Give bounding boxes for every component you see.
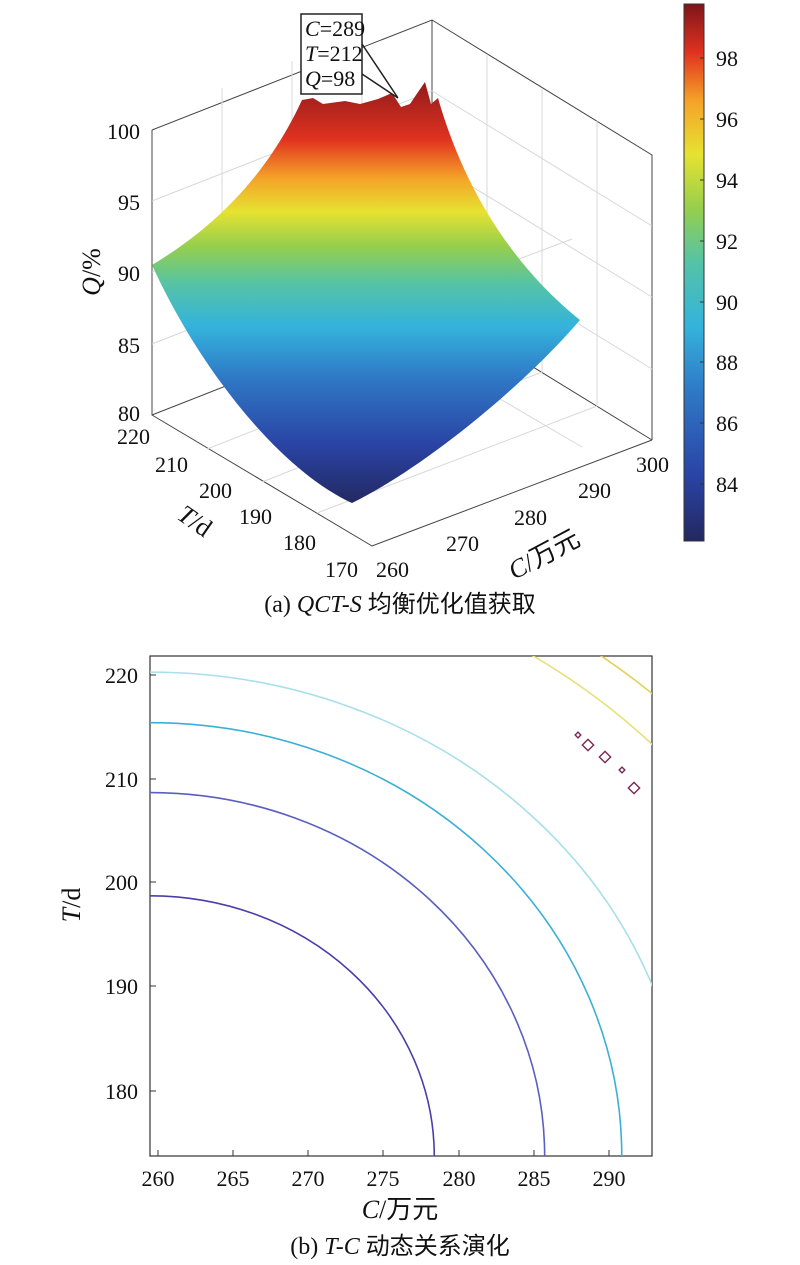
x-tick: 260 (142, 1166, 175, 1191)
contour-level-5 (531, 656, 652, 746)
contour-x-label: C/万元 (362, 1195, 439, 1224)
c-tick: 300 (636, 452, 669, 477)
contour-y-ticks: 220 210 200 190 180 (105, 663, 138, 1104)
y-tick: 180 (105, 1079, 138, 1104)
x-tick: 275 (367, 1166, 400, 1191)
x-tick: 290 (593, 1166, 626, 1191)
z-tick: 95 (118, 190, 140, 215)
t-axis-label: T/d (172, 499, 217, 543)
c-axis-label: C/万元 (503, 524, 584, 586)
x-tick: 270 (292, 1166, 325, 1191)
contour-plot-frame (149, 655, 653, 1157)
z-tick: 90 (118, 261, 140, 286)
q-surface (152, 82, 580, 503)
colorbar-tick: 96 (716, 107, 738, 132)
z-tick: 100 (107, 119, 140, 144)
contour-level-3 (150, 721, 623, 1156)
colorbar-tick: 92 (716, 229, 738, 254)
contour-level-2 (150, 791, 546, 1156)
c-axis-ticks: 260 270 280 290 300 (376, 452, 669, 582)
caption-a: (a) QCT-S 均衡优化值获取 (264, 591, 536, 618)
y-tick: 210 (105, 767, 138, 792)
y-tick: 190 (105, 974, 138, 999)
c-tick: 260 (376, 557, 409, 582)
colorbar-tick: 98 (716, 46, 738, 71)
optimum-contour-island (581, 738, 595, 752)
c-tick: 270 (446, 531, 479, 556)
y-tick: 200 (105, 870, 138, 895)
y-tick: 220 (105, 663, 138, 688)
z-tick: 80 (118, 401, 140, 426)
contour-level-1 (150, 894, 436, 1156)
t-tick: 220 (117, 424, 150, 449)
optimum-pointer (361, 43, 399, 99)
optimum-contour-island (598, 750, 612, 764)
x-tick: 280 (443, 1166, 476, 1191)
contour-level-8 (150, 462, 800, 1156)
t-axis-ticks: 220 210 200 190 180 170 (117, 424, 358, 582)
contour-level-7 (150, 489, 800, 1156)
contour-x-ticks: 260 265 270 275 280 285 290 (142, 1166, 626, 1191)
contour-level-4 (150, 671, 652, 987)
t-tick: 200 (199, 478, 232, 503)
t-tick: 170 (325, 557, 358, 582)
optimum-contour-island (627, 781, 641, 795)
x-tick: 265 (217, 1166, 250, 1191)
optimum-contour-island (574, 731, 582, 739)
optimum-box (300, 13, 363, 95)
c-tick: 290 (578, 478, 611, 503)
caption-b: (b) T-C 动态关系演化 (290, 1233, 510, 1260)
optimum-t: T=212 (305, 41, 363, 66)
colorbar-tick: 90 (716, 290, 738, 315)
x-tick: 285 (518, 1166, 551, 1191)
contour-chart: 260 265 270 275 280 285 290 220 210 200 … (57, 462, 800, 1260)
colorbar-tick: 88 (716, 350, 738, 375)
t-tick: 180 (283, 530, 316, 555)
box-front-edges (151, 130, 653, 547)
optimum-contour-island (618, 766, 626, 774)
optimum-c: C=289 (305, 16, 365, 41)
contour-y-label: T/d (57, 888, 86, 923)
optimum-q: Q=98 (305, 66, 355, 91)
surface-chart: C=289 T=212 Q=98 100 95 90 85 80 Q/% 220… (77, 3, 738, 618)
contour-lines (150, 462, 800, 1156)
colorbar-tick: 84 (716, 472, 738, 497)
z-tick: 85 (118, 333, 140, 358)
t-tick: 190 (239, 504, 272, 529)
colorbar: 84 86 88 90 92 94 96 98 (683, 3, 738, 542)
z-axis-label: Q/% (77, 248, 106, 296)
contour-tick-marks (150, 674, 610, 1156)
c-tick: 280 (514, 505, 547, 530)
z-axis-ticks: 100 95 90 85 80 (107, 119, 140, 426)
colorbar-bar (683, 3, 705, 542)
optimum-annotation: C=289 T=212 Q=98 (300, 13, 399, 99)
colorbar-tick: 86 (716, 411, 738, 436)
t-tick: 210 (155, 452, 188, 477)
colorbar-tick: 94 (716, 168, 738, 193)
